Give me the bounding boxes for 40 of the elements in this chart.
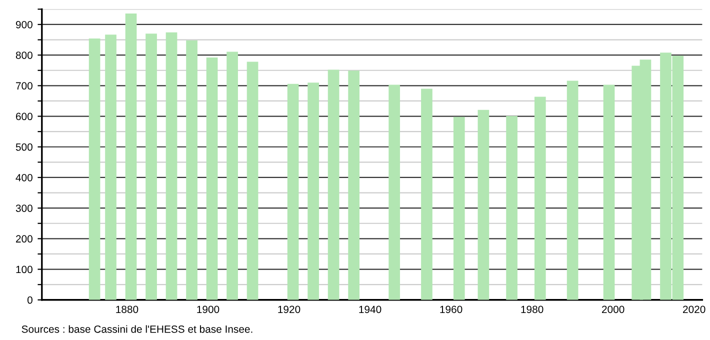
bar	[186, 40, 198, 300]
x-tick-label: 1920	[278, 306, 300, 314]
bar	[566, 80, 578, 300]
y-tick-label: 800	[16, 52, 32, 59]
bar	[226, 52, 238, 300]
x-tick-label: 1940	[359, 306, 382, 314]
bar	[328, 70, 340, 300]
bar	[206, 58, 218, 300]
bar	[603, 84, 615, 300]
bar	[125, 13, 137, 300]
y-tick-label: 500	[16, 143, 32, 151]
bar	[308, 82, 319, 300]
x-tick-label: 2000	[602, 306, 624, 314]
bar	[166, 32, 178, 300]
y-tick-label: 200	[16, 235, 32, 243]
y-tick-label: 300	[16, 204, 32, 212]
bar	[478, 110, 490, 300]
y-tick-label: 100	[16, 266, 32, 274]
bar	[388, 84, 400, 300]
bar	[105, 34, 116, 300]
y-tick-label: 0	[27, 296, 32, 304]
y-tick-label: 900	[16, 20, 32, 28]
bar	[453, 116, 465, 300]
x-tick-label: 1980	[521, 306, 544, 314]
y-tick-label: 400	[16, 174, 32, 182]
bar	[146, 34, 157, 300]
bar	[88, 38, 100, 300]
bar	[534, 96, 546, 300]
x-tick-label: 1960	[440, 306, 462, 314]
source-note: Sources : base Cassini de l'EHESS et base Insee.	[22, 325, 252, 333]
x-tick-label: 1900	[197, 306, 220, 314]
x-tick-label: 2020	[683, 306, 706, 314]
y-tick-label: 700	[16, 82, 32, 90]
y-tick-label: 600	[16, 112, 32, 120]
bar	[506, 116, 518, 300]
bar	[246, 62, 258, 300]
bar	[348, 70, 360, 300]
bar	[287, 84, 299, 300]
x-tick-label: 1880	[116, 306, 138, 314]
bar	[421, 88, 432, 300]
